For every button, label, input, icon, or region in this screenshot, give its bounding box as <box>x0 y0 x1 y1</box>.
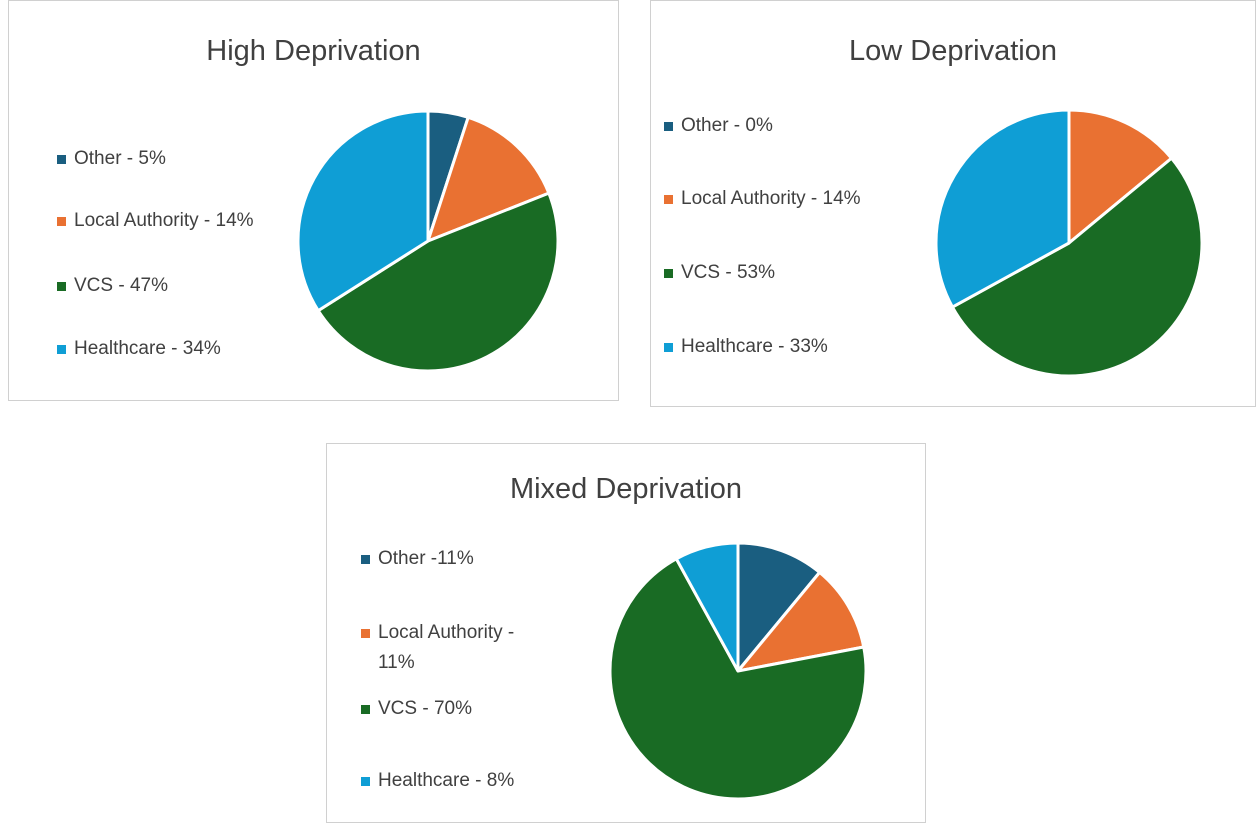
legend-label: VCS - 47% <box>74 275 168 296</box>
legend-entry: Healthcare - 8% <box>361 766 553 796</box>
legend-entry: Healthcare - 34% <box>57 334 314 364</box>
chart-title: High Deprivation <box>206 35 421 67</box>
legend-label: Healthcare - 34% <box>74 338 221 359</box>
legend-label: VCS - 53% <box>681 262 775 283</box>
legend-swatch <box>361 777 370 786</box>
pie-slice <box>1067 108 1173 245</box>
pie-slice <box>736 570 866 673</box>
legend-swatch <box>57 282 66 291</box>
legend-swatch <box>664 195 673 204</box>
legend-label: Other -11% <box>378 548 474 569</box>
legend-entry: Local Authority - 14% <box>57 206 314 236</box>
legend-label: Healthcare - 33% <box>681 336 828 357</box>
pie-slice <box>674 541 740 673</box>
pie-chart <box>608 541 868 801</box>
legend-entry: VCS - 47% <box>57 271 314 301</box>
chart-box: High Deprivation Other - 5% Local Authorit… <box>8 0 619 401</box>
legend-entry: Healthcare - 33% <box>664 332 871 362</box>
legend-swatch <box>361 555 370 564</box>
legend-label: Local Authority - 14% <box>74 210 254 231</box>
legend-entry: Other - 0% <box>664 111 871 141</box>
legend-label: Healthcare - 8% <box>378 770 515 791</box>
legend-label: Local Authority - 11% <box>378 622 515 673</box>
legend-entry: Other - 5% <box>57 144 314 174</box>
pie-slice <box>296 109 430 313</box>
legend-entry: VCS - 53% <box>664 258 871 288</box>
legend-label: Other - 0% <box>681 115 773 136</box>
pie-slice <box>934 108 1071 309</box>
pie-slice <box>426 115 551 243</box>
legend-entry: VCS - 70% <box>361 694 553 724</box>
legend-swatch <box>361 705 370 714</box>
legend-label: Other - 5% <box>74 148 166 169</box>
legend-swatch <box>664 122 673 131</box>
chart-title: Mixed Deprivation <box>509 473 743 505</box>
pie-chart <box>934 108 1204 378</box>
pie-slice <box>316 191 560 373</box>
legend-swatch <box>664 343 673 352</box>
legend-swatch <box>57 345 66 354</box>
legend-swatch <box>57 217 66 226</box>
legend-entry: Local Authority - 11% <box>361 618 553 678</box>
pie-chart <box>296 109 560 373</box>
legend-swatch <box>664 269 673 278</box>
pie-slice <box>950 156 1204 378</box>
pie-slice <box>608 557 868 801</box>
chart-box: Mixed Deprivation Other -11% Local Authori… <box>326 443 926 823</box>
legend-swatch <box>57 155 66 164</box>
legend-label: Local Authority - 14% <box>681 188 861 209</box>
chart-box: Low Deprivation Other - 0% Local Authority… <box>650 0 1256 407</box>
pie-slice <box>736 541 822 673</box>
legend-entry: Other -11% <box>361 544 553 574</box>
chart-title: Low Deprivation <box>849 35 1057 67</box>
legend-label: VCS - 70% <box>378 698 472 719</box>
legend-entry: Local Authority - 14% <box>664 184 871 214</box>
legend-swatch <box>361 629 370 638</box>
